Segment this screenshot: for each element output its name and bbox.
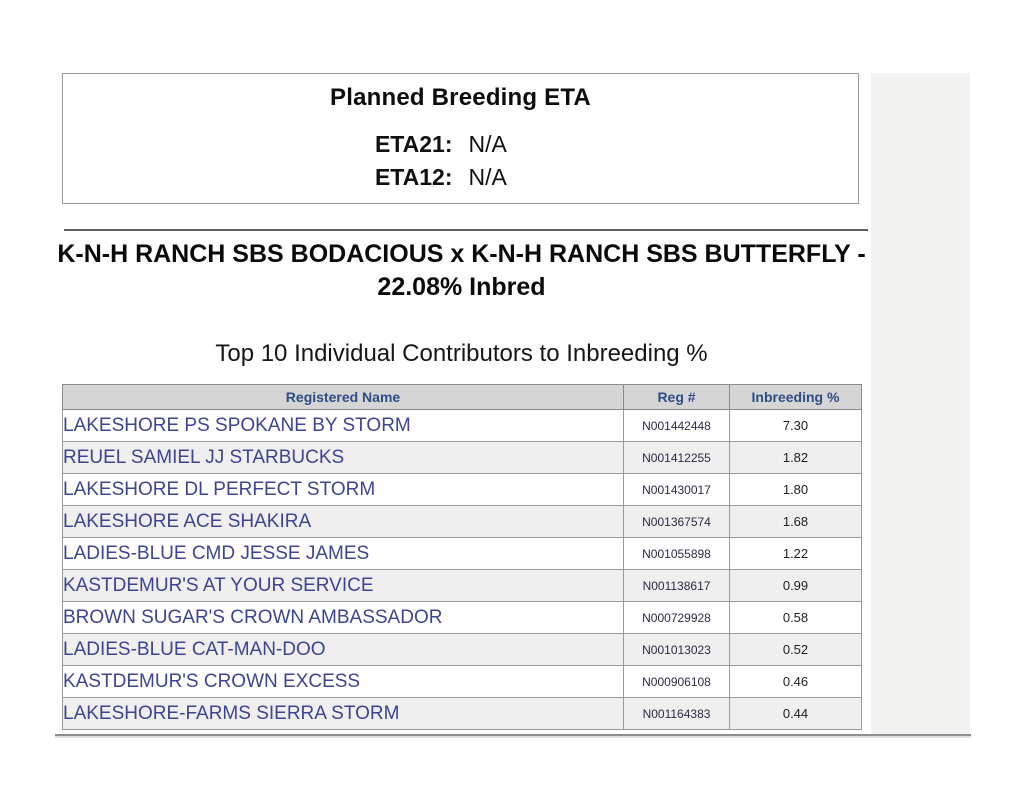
inbreeding-contributors-table: Registered Name Reg # Inbreeding % LAKES… — [62, 384, 862, 730]
column-header-reg-number: Reg # — [623, 384, 730, 410]
column-header-inbreeding-pct: Inbreeding % — [729, 384, 862, 410]
reg-number-cell: N001055898 — [623, 537, 730, 570]
registered-name-link[interactable]: LAKESHORE PS SPOKANE BY STORM — [62, 409, 624, 442]
reg-number-cell: N001138617 — [623, 569, 730, 602]
registered-name-link[interactable]: LADIES-BLUE CMD JESSE JAMES — [62, 537, 624, 570]
mating-heading: K-N-H RANCH SBS BODACIOUS x K-N-H RANCH … — [57, 240, 866, 301]
table-row: LAKESHORE DL PERFECT STORM N001430017 1.80 — [62, 473, 862, 506]
inbreeding-pct-cell: 1.68 — [729, 505, 862, 538]
inbreeding-pct-cell: 7.30 — [729, 409, 862, 442]
reg-number-cell: N001430017 — [623, 473, 730, 506]
registered-name-link[interactable]: LAKESHORE DL PERFECT STORM — [62, 473, 624, 506]
contributors-subheading: Top 10 Individual Contributors to Inbree… — [215, 340, 708, 367]
table-row: KASTDEMUR'S AT YOUR SERVICE N001138617 0.9… — [62, 569, 862, 602]
reg-number-cell: N001164383 — [623, 697, 730, 730]
table-row: LAKESHORE-FARMS SIERRA STORM N001164383 0.… — [62, 697, 862, 730]
divider-top — [64, 229, 868, 231]
inbreeding-pct-cell: 0.58 — [729, 601, 862, 634]
planned-breeding-eta-box: Planned Breeding ETA ETA21: N/A ETA12: N… — [62, 73, 859, 204]
eta21-label: ETA21: — [374, 131, 453, 157]
reg-number-cell: N001412255 — [623, 441, 730, 474]
right-margin-band — [871, 73, 970, 734]
reg-number-cell: N001013023 — [623, 633, 730, 666]
inbreeding-pct-cell: 1.22 — [729, 537, 862, 570]
inbreeding-pct-cell: 0.52 — [729, 633, 862, 666]
inbreeding-pct-cell: 0.46 — [729, 665, 862, 698]
inbreeding-pct-cell: 0.99 — [729, 569, 862, 602]
eta12-value: N/A — [468, 164, 507, 190]
reg-number-cell: N001367574 — [623, 505, 730, 538]
reg-number-cell: N000906108 — [623, 665, 730, 698]
inbreeding-pct-cell: 1.82 — [729, 441, 862, 474]
inbreeding-pct-cell: 1.80 — [729, 473, 862, 506]
reg-number-cell: N001442448 — [623, 409, 730, 442]
table-row: LADIES-BLUE CMD JESSE JAMES N001055898 1.2… — [62, 537, 862, 570]
table-row: LAKESHORE ACE SHAKIRA N001367574 1.68 — [62, 505, 862, 538]
registered-name-link[interactable]: LADIES-BLUE CAT-MAN-DOO — [62, 633, 624, 666]
eta12-label: ETA12: — [374, 164, 453, 190]
table-row: LADIES-BLUE CAT-MAN-DOO N001013023 0.52 — [62, 633, 862, 666]
eta12-row: ETA12: N/A — [63, 161, 858, 194]
column-header-registered-name: Registered Name — [62, 384, 624, 410]
table-row: BROWN SUGAR'S CROWN AMBASSADOR N000729928… — [62, 601, 862, 634]
registered-name-link[interactable]: LAKESHORE-FARMS SIERRA STORM — [62, 697, 624, 730]
eta-box-title: Planned Breeding ETA — [330, 84, 591, 111]
table-row: KASTDEMUR'S CROWN EXCESS N000906108 0.46 — [62, 665, 862, 698]
table-row: LAKESHORE PS SPOKANE BY STORM N001442448 7… — [62, 409, 862, 442]
eta21-value: N/A — [468, 131, 507, 157]
registered-name-link[interactable]: KASTDEMUR'S AT YOUR SERVICE — [62, 569, 624, 602]
eta-rows: ETA21: N/A ETA12: N/A — [63, 128, 858, 194]
registered-name-link[interactable]: LAKESHORE ACE SHAKIRA — [62, 505, 624, 538]
registered-name-link[interactable]: KASTDEMUR'S CROWN EXCESS — [62, 665, 624, 698]
reg-number-cell: N000729928 — [623, 601, 730, 634]
registered-name-link[interactable]: REUEL SAMIEL JJ STARBUCKS — [62, 441, 624, 474]
table-row: REUEL SAMIEL JJ STARBUCKS N001412255 1.82 — [62, 441, 862, 474]
registered-name-link[interactable]: BROWN SUGAR'S CROWN AMBASSADOR — [62, 601, 624, 634]
eta21-row: ETA21: N/A — [63, 128, 858, 161]
inbreeding-pct-cell: 0.44 — [729, 697, 862, 730]
table-header-row: Registered Name Reg # Inbreeding % — [62, 384, 862, 410]
divider-bottom — [55, 734, 971, 738]
